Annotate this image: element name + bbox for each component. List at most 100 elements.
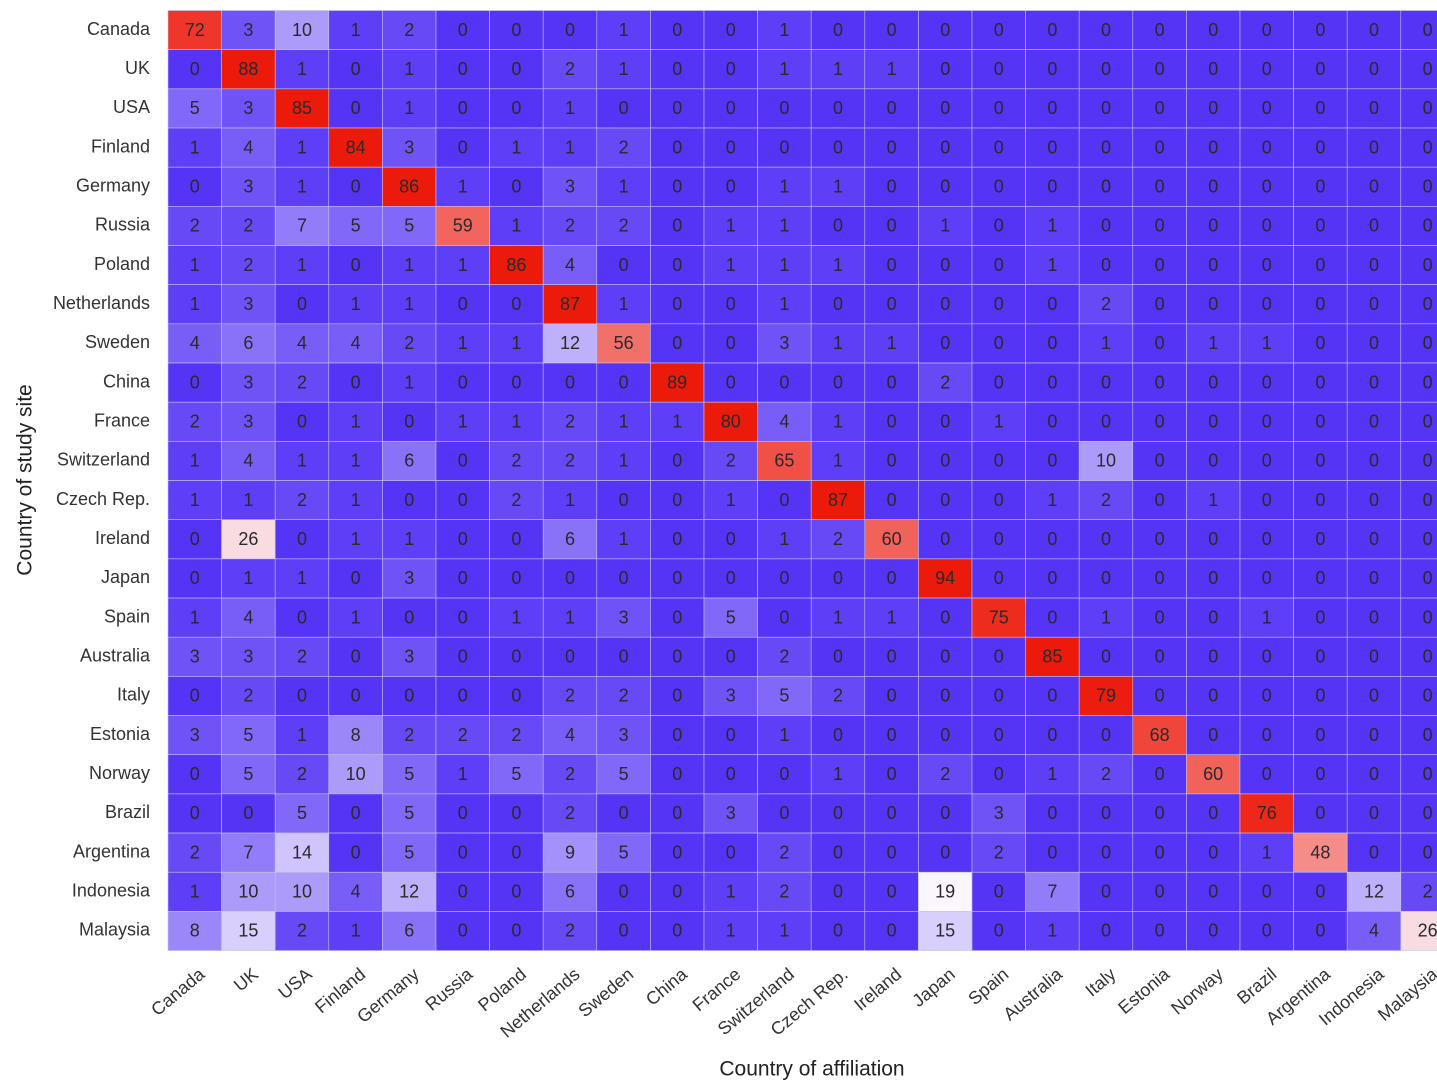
cell-label: 1	[351, 20, 361, 40]
cell-label: 0	[1101, 20, 1111, 40]
heatmap-cell	[542, 480, 598, 521]
cell-label: 60	[882, 529, 902, 549]
heatmap-cell	[274, 127, 330, 168]
heatmap-cell	[328, 871, 383, 912]
y-tick-label: China	[103, 371, 151, 391]
cell-label: 0	[1155, 255, 1165, 275]
cell-label: 1	[458, 764, 468, 784]
heatmap-cell	[703, 284, 758, 325]
cell-label: 0	[1315, 803, 1325, 823]
cell-label: 0	[672, 255, 682, 275]
cell-label: 2	[1101, 490, 1111, 510]
cell-label: 0	[458, 59, 468, 79]
heatmap-cell	[221, 401, 276, 442]
heatmap-cell	[596, 832, 651, 873]
cell-label: 0	[940, 686, 950, 706]
heatmap-cell	[596, 871, 651, 912]
heatmap-cell	[328, 832, 383, 873]
cell-label: 0	[1101, 921, 1111, 941]
cell-label: 1	[297, 568, 307, 588]
heatmap-cell	[1186, 911, 1241, 951]
heatmap-cell	[167, 636, 222, 677]
y-tick-label: Netherlands	[53, 293, 150, 313]
heatmap-cell	[1346, 519, 1402, 560]
heatmap-cell	[489, 715, 544, 756]
heatmap-cell	[1025, 401, 1080, 442]
cell-label: 0	[1315, 764, 1325, 784]
cell-label: 0	[458, 882, 468, 902]
heatmap-cell	[435, 911, 490, 951]
heatmap-cell	[757, 127, 812, 168]
heatmap-cell	[650, 558, 705, 599]
y-tick-label: USA	[113, 97, 150, 117]
cell-label: 0	[1208, 842, 1218, 862]
cell-label: 0	[1315, 490, 1325, 510]
heatmap-cell	[918, 597, 973, 638]
heatmap-cell	[918, 401, 973, 442]
heatmap-cell	[918, 832, 973, 873]
cell-label: 0	[1315, 686, 1325, 706]
cell-label: 0	[619, 98, 629, 118]
heatmap-cell	[864, 441, 919, 481]
cell-label: 0	[1047, 98, 1057, 118]
cell-label: 0	[351, 177, 361, 197]
cell-label: 0	[1155, 686, 1165, 706]
heatmap-cell	[1025, 480, 1080, 521]
cell-label: 0	[779, 803, 789, 823]
cell-label: 0	[511, 842, 521, 862]
cell-label: 0	[940, 137, 950, 157]
cell-label: 3	[565, 177, 575, 197]
cell-label: 1	[1101, 607, 1111, 627]
cell-label: 0	[1315, 216, 1325, 236]
cell-label: 1	[779, 177, 789, 197]
cell-label: 0	[619, 803, 629, 823]
cell-label: 0	[190, 372, 200, 392]
cell-label: 1	[190, 255, 200, 275]
cell-label: 0	[1369, 333, 1379, 353]
cell-label: 0	[565, 20, 575, 40]
heatmap-cell	[542, 754, 598, 795]
cell-label: 0	[1208, 20, 1218, 40]
heatmap-cell	[1239, 323, 1294, 364]
cell-label: 3	[994, 803, 1004, 823]
cell-label: 0	[1315, 20, 1325, 40]
cell-label: 0	[779, 490, 789, 510]
cell-label: 0	[1155, 803, 1165, 823]
heatmap-cell	[382, 871, 437, 912]
cell-label: 1	[1047, 216, 1057, 236]
cell-label: 0	[1262, 177, 1272, 197]
x-tick-label: Ireland	[850, 964, 905, 1015]
heatmap-cell	[328, 480, 383, 521]
heatmap-cell	[382, 480, 437, 521]
heatmap-cell	[971, 323, 1026, 364]
cell-label: 0	[458, 568, 468, 588]
cell-label: 1	[1047, 921, 1057, 941]
cell-label: 2	[243, 255, 253, 275]
heatmap-cell	[1186, 793, 1241, 834]
cell-label: 1	[619, 20, 629, 40]
cell-label: 0	[1101, 568, 1111, 588]
cell-label: 0	[672, 529, 682, 549]
heatmap-cell	[542, 10, 598, 50]
cell-label: 0	[672, 490, 682, 510]
heatmap-cell	[864, 480, 919, 521]
heatmap-cell	[1132, 362, 1187, 403]
cell-label: 0	[1262, 568, 1272, 588]
heatmap-cell	[274, 911, 330, 951]
cell-label: 14	[292, 842, 312, 862]
heatmap-cell	[274, 636, 330, 677]
cell-label: 0	[994, 725, 1004, 745]
heatmap-cell	[542, 88, 598, 129]
cell-label: 0	[1369, 607, 1379, 627]
heatmap-cell	[971, 10, 1026, 50]
cell-label: 0	[458, 490, 468, 510]
cell-label: 1	[458, 333, 468, 353]
cell-label: 0	[404, 686, 414, 706]
cell-label: 0	[1155, 647, 1165, 667]
x-tick-label: Australia	[1000, 963, 1067, 1024]
cell-label: 0	[1047, 294, 1057, 314]
cell-label: 0	[1262, 412, 1272, 432]
heatmap-cell	[274, 754, 330, 795]
heatmap-cell	[1078, 597, 1134, 638]
